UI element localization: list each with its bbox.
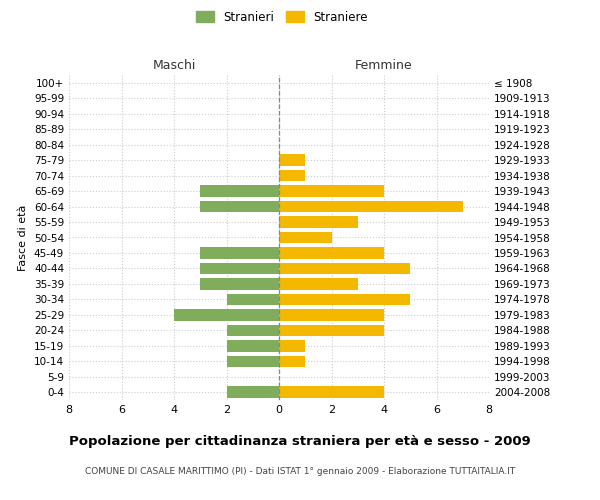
Bar <box>200 278 279 289</box>
Bar <box>279 200 463 212</box>
Bar <box>227 356 279 367</box>
Bar <box>279 340 305 351</box>
Bar <box>200 247 279 259</box>
Text: Femmine: Femmine <box>355 59 413 72</box>
Bar <box>279 324 384 336</box>
Bar <box>200 262 279 274</box>
Text: Maschi: Maschi <box>152 59 196 72</box>
Bar <box>279 294 410 305</box>
Bar <box>227 386 279 398</box>
Bar <box>279 356 305 367</box>
Bar <box>279 170 305 181</box>
Bar <box>200 186 279 197</box>
Bar <box>200 200 279 212</box>
Text: Popolazione per cittadinanza straniera per età e sesso - 2009: Popolazione per cittadinanza straniera p… <box>69 435 531 448</box>
Bar <box>279 154 305 166</box>
Bar <box>279 386 384 398</box>
Bar <box>279 262 410 274</box>
Bar <box>279 247 384 259</box>
Bar <box>227 340 279 351</box>
Text: COMUNE DI CASALE MARITTIMO (PI) - Dati ISTAT 1° gennaio 2009 - Elaborazione TUTT: COMUNE DI CASALE MARITTIMO (PI) - Dati I… <box>85 468 515 476</box>
Bar <box>279 186 384 197</box>
Legend: Stranieri, Straniere: Stranieri, Straniere <box>191 6 373 28</box>
Bar <box>227 294 279 305</box>
Bar <box>279 278 358 289</box>
Bar <box>279 216 358 228</box>
Y-axis label: Fasce di età: Fasce di età <box>19 204 28 270</box>
Bar <box>227 324 279 336</box>
Bar <box>279 232 331 243</box>
Bar <box>174 309 279 320</box>
Bar <box>279 309 384 320</box>
